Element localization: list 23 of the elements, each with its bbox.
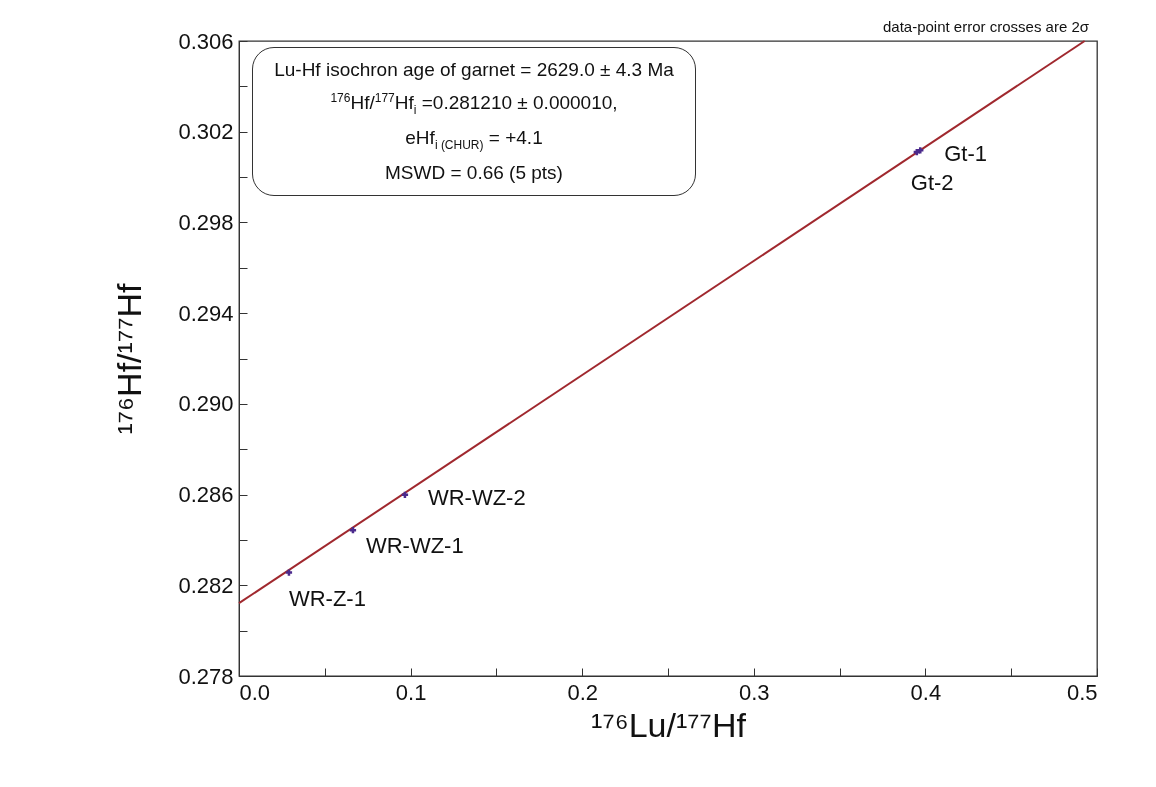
y-tick-label: 0.306 (178, 28, 234, 54)
y-tick-label: 0.290 (178, 391, 234, 417)
y-axis-title: ¹⁷⁶Hf/¹⁷⁷Hf (110, 282, 149, 435)
y-tick-label: 0.286 (178, 482, 234, 508)
annotation: WR-WZ-1 (365, 533, 464, 559)
x-tick-label: 0.2 (567, 679, 598, 705)
x-tick-label: 0.0 (239, 679, 271, 705)
x-tick-label: 0.4 (910, 679, 942, 705)
annotation: WR-Z-1 (288, 585, 366, 611)
y-tick-label: 0.294 (178, 300, 234, 326)
text: Lu-Hf isochron age of garnet = 2629.0 ± 4.3 Ma $^{176}$Hf/$^{177}$Hf$_{i}$ =0.281210 ± 0.000010, eHf$_{i (CHUR)}$ = +4.1 MSWD = 0.66 (5 pts) (274, 59, 674, 183)
annotation: Gt-1 (944, 141, 988, 167)
x-tick-label: 0.5 (1066, 679, 1098, 705)
x-tick-label: 0.3 (739, 679, 770, 705)
y-tick-label: 0.278 (178, 663, 234, 689)
y-tick-label: 0.282 (178, 572, 234, 598)
annotation: Gt-2 (910, 170, 954, 196)
text: data-point error crosses are 2σ (882, 18, 1090, 35)
y-tick-label: 0.298 (178, 209, 234, 235)
x-axis-title: ¹⁷⁶Lu/¹⁷⁷Hf (591, 705, 747, 744)
annotation: WR-WZ-2 (427, 484, 526, 510)
y-tick-label: 0.302 (178, 119, 234, 145)
x-tick-label: 0.1 (395, 679, 427, 705)
